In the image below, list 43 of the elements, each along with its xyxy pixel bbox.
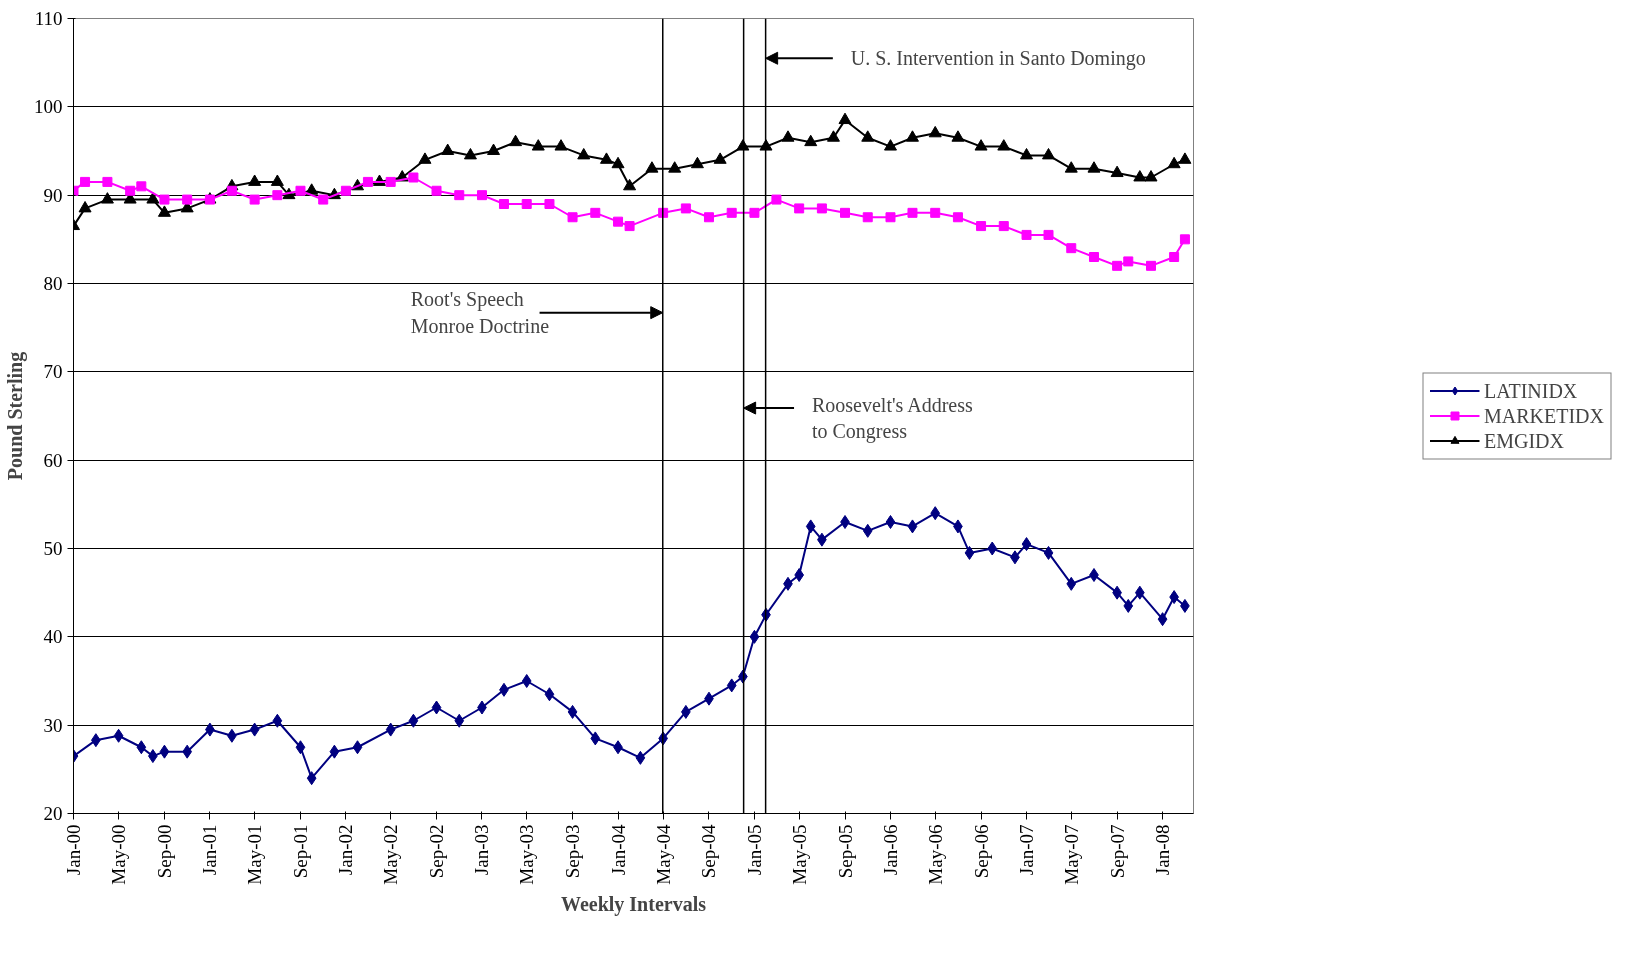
- x-tick-label: Sep-00: [153, 824, 175, 879]
- x-tick-label: Jan-06: [879, 824, 901, 876]
- x-tick-label: Jan-03: [471, 824, 493, 876]
- x-tick-label: Jan-01: [199, 824, 221, 876]
- x-tick-label: May-02: [380, 824, 402, 885]
- y-tick-label: 80: [43, 273, 63, 294]
- x-tick-label: Sep-07: [1106, 824, 1128, 879]
- legend-label: MARKETIDX: [1484, 404, 1604, 427]
- x-tick-label: May-07: [1060, 824, 1082, 885]
- y-tick-label: 100: [34, 96, 63, 118]
- y-tick-label: 20: [43, 803, 63, 824]
- legend-label: EMGIDX: [1484, 429, 1564, 452]
- x-tick-label: Jan-02: [335, 824, 357, 876]
- x-axis-title: Weekly Intervals: [561, 892, 707, 916]
- x-tick-label: Jan-07: [1016, 824, 1038, 876]
- x-tick-label: Jan-05: [743, 824, 765, 876]
- legend-label: LATINIDX: [1484, 379, 1578, 402]
- ref-line-label: Root's Speech Monroe Doctrine: [410, 288, 550, 337]
- x-tick-label: Sep-04: [698, 824, 720, 879]
- y-tick-label: 30: [43, 714, 63, 736]
- y-axis-title: Pound Sterling: [4, 351, 27, 481]
- x-tick-label: Sep-01: [289, 824, 311, 879]
- y-tick-label: 50: [43, 538, 63, 559]
- x-tick-label: Sep-06: [970, 824, 992, 879]
- x-tick-label: Jan-00: [63, 824, 84, 876]
- x-tick-label: May-00: [108, 824, 130, 885]
- x-tick-label: May-05: [788, 824, 810, 885]
- x-tick-label: May-06: [924, 824, 946, 885]
- y-tick-label: 90: [43, 184, 63, 206]
- ref-line-label: Roosevelt's Address to Congress: [811, 394, 973, 444]
- x-tick-label: Sep-05: [834, 824, 856, 879]
- y-tick-label: 70: [43, 361, 63, 383]
- x-tick-label: May-04: [652, 824, 674, 885]
- x-tick-label: Sep-03: [562, 824, 584, 879]
- x-tick-label: May-03: [516, 824, 538, 885]
- x-tick-label: Jan-04: [607, 824, 629, 876]
- y-tick-label: 110: [34, 8, 63, 29]
- x-tick-label: Jan-08: [1152, 824, 1174, 876]
- x-tick-label: May-01: [244, 824, 266, 885]
- y-tick-label: 40: [43, 626, 63, 648]
- ref-line-label: U. S. Intervention in Santo Domingo: [850, 47, 1146, 71]
- x-tick-label: Sep-02: [426, 824, 448, 879]
- y-tick-label: 60: [43, 449, 63, 471]
